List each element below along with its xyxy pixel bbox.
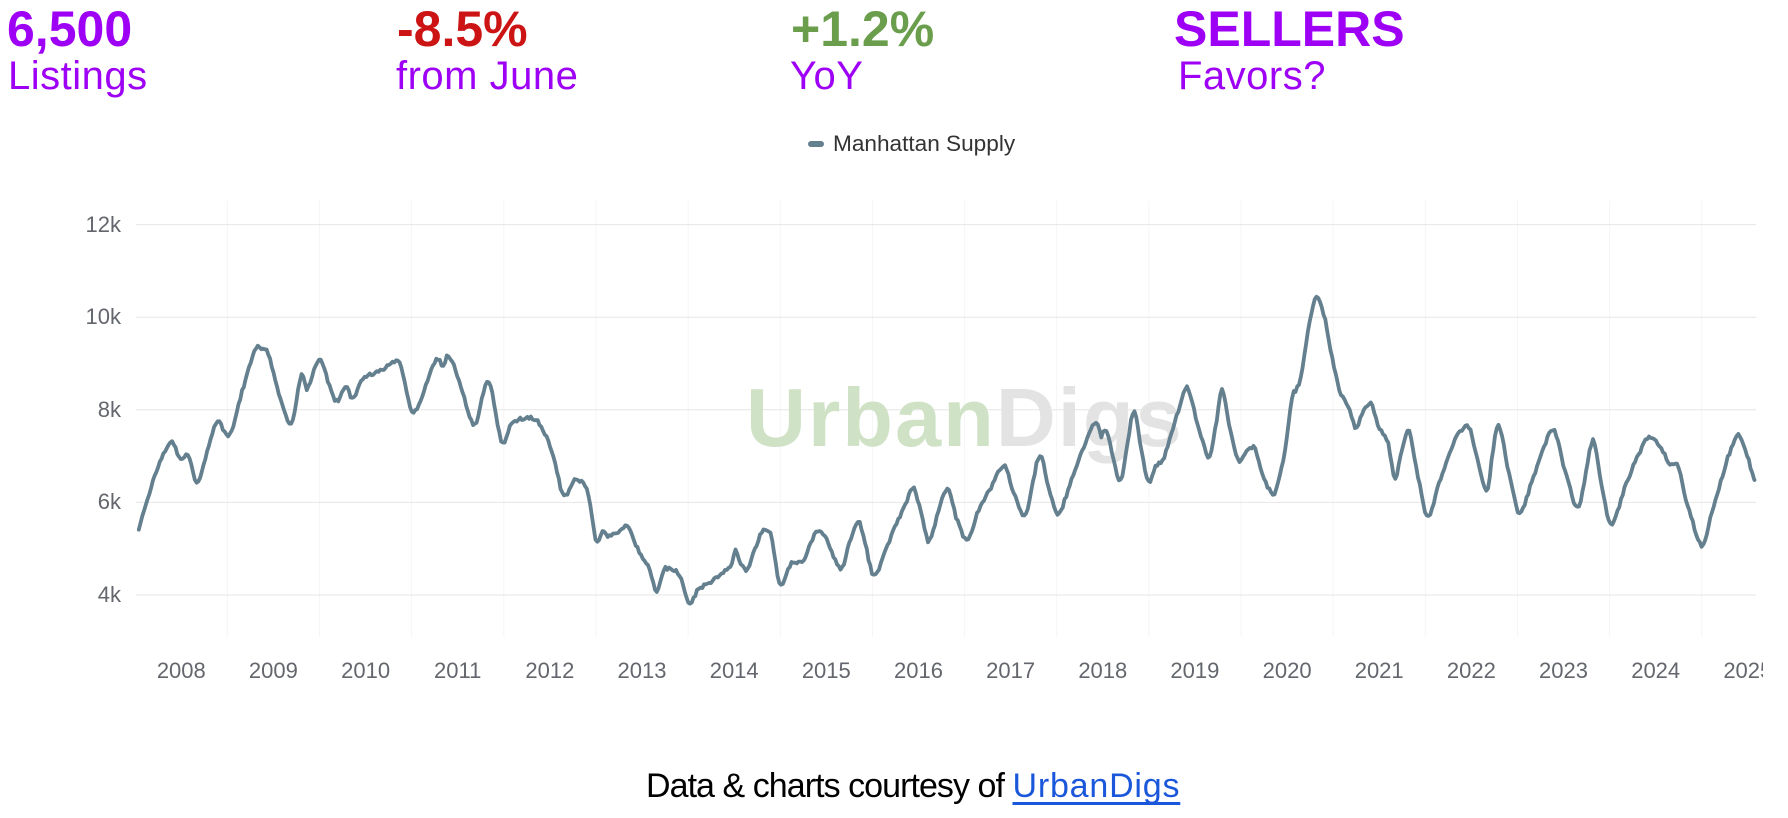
svg-text:UrbanDigs: UrbanDigs [746,371,1184,464]
